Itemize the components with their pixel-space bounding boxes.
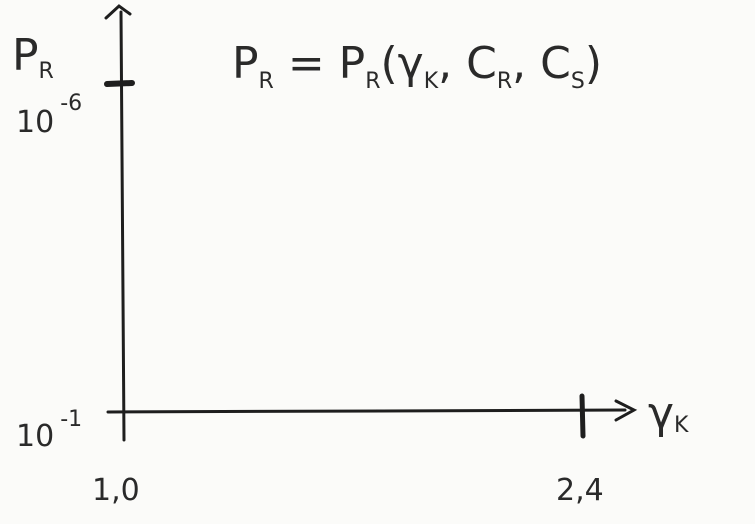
- formula-part: , C: [512, 38, 571, 89]
- tick-base: 10: [16, 419, 54, 454]
- y-tick-mark: [107, 83, 132, 84]
- tick-base: 10: [16, 105, 54, 140]
- x-tick-label: 1,0: [92, 473, 140, 508]
- formula-part: P: [232, 38, 259, 89]
- label-main: P: [12, 30, 39, 81]
- tick-exp: -6: [60, 91, 82, 116]
- formula-part: (γ: [381, 38, 424, 89]
- formula-sub: R: [365, 69, 380, 94]
- formula-part: ): [585, 38, 602, 89]
- formula: PR = PR(γK, CR, CS): [232, 38, 602, 94]
- formula-sub: R: [259, 69, 274, 94]
- label-sub: R: [39, 59, 54, 84]
- formula-sub: S: [571, 69, 585, 94]
- x-axis: [108, 410, 625, 412]
- label-main: γ: [648, 388, 674, 439]
- formula-part: , C: [438, 38, 497, 89]
- formula-part: = P: [274, 38, 365, 89]
- x-tick-mark: [582, 396, 583, 436]
- label-sub: K: [674, 413, 689, 438]
- sketch: PR = PR(γK, CR, CS) PR 10-6 10-1 1,0 2,4…: [0, 0, 755, 524]
- tick-exp: -1: [60, 407, 82, 432]
- x-tick-label: 2,4: [556, 473, 604, 508]
- formula-sub: K: [424, 69, 439, 94]
- formula-sub: R: [497, 69, 512, 94]
